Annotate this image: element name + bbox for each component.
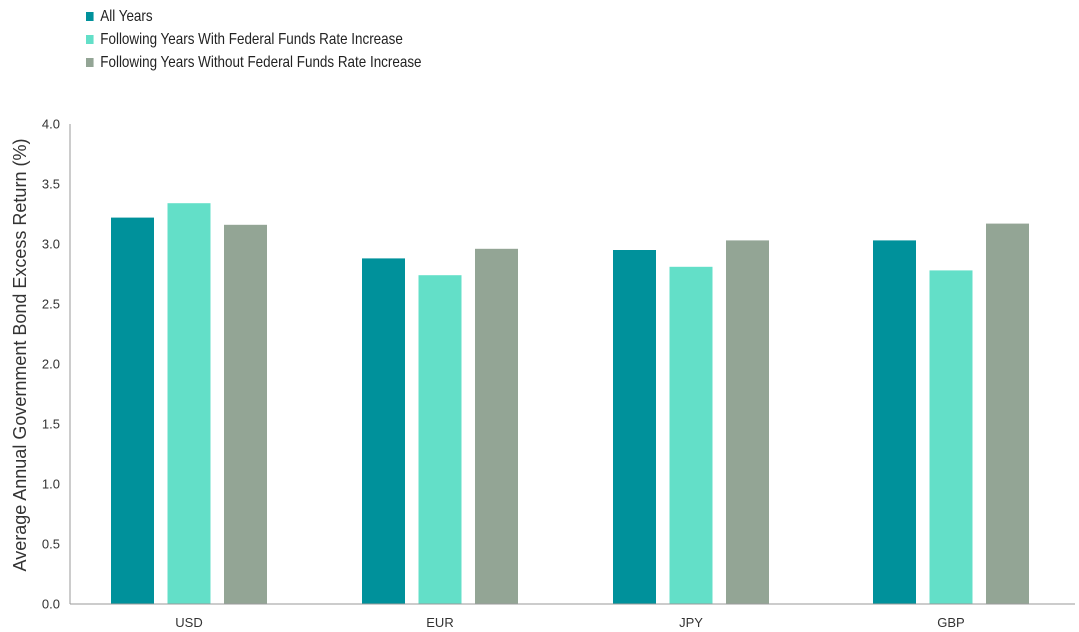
legend-item-all-years: All Years bbox=[86, 5, 422, 28]
bar-usd-series-3 bbox=[224, 224, 267, 605]
bar-jpy-series-2 bbox=[669, 266, 713, 604]
legend-item-with-increase: Following Years With Federal Funds Rate … bbox=[86, 28, 422, 51]
legend-label-with-increase: Following Years With Federal Funds Rate … bbox=[100, 30, 403, 48]
bar-jpy-series-3 bbox=[726, 240, 769, 604]
legend-swatch-without-increase bbox=[86, 58, 94, 67]
legend-swatch-with-increase bbox=[86, 35, 94, 44]
y-axis-title: Average Annual Government Bond Excess Re… bbox=[10, 139, 30, 572]
bar-gbp-series-3 bbox=[986, 223, 1029, 604]
y-tick-label: 2.0 bbox=[42, 357, 60, 372]
y-tick-label: 3.0 bbox=[42, 237, 60, 252]
x-category-label: JPY bbox=[679, 615, 703, 630]
y-tick-label: 0.0 bbox=[42, 597, 60, 612]
legend-item-without-increase: Following Years Without Federal Funds Ra… bbox=[86, 51, 422, 74]
bar-gbp-series-1 bbox=[873, 240, 916, 604]
legend-label-all-years: All Years bbox=[100, 7, 153, 25]
bars-layer bbox=[111, 203, 1029, 605]
bar-gbp-series-2 bbox=[929, 270, 973, 604]
x-axis-labels: USD EUR JPY GBP bbox=[175, 615, 964, 630]
x-category-label: USD bbox=[175, 615, 202, 630]
x-category-label: EUR bbox=[426, 615, 453, 630]
y-tick-label: 0.5 bbox=[42, 537, 60, 552]
legend-label-without-increase: Following Years Without Federal Funds Ra… bbox=[100, 53, 422, 71]
y-tick-label: 1.0 bbox=[42, 477, 60, 492]
bar-usd-series-1 bbox=[111, 217, 154, 604]
y-tick-label: 1.5 bbox=[42, 417, 60, 432]
y-tick-label: 2.5 bbox=[42, 297, 60, 312]
y-axis-ticks: 0.0 0.5 1.0 1.5 2.0 2.5 3.0 3.5 4.0 bbox=[42, 117, 60, 612]
legend-swatch-all-years bbox=[86, 12, 94, 21]
x-category-label: GBP bbox=[937, 615, 964, 630]
bar-usd-series-2 bbox=[167, 203, 211, 604]
y-tick-label: 3.5 bbox=[42, 177, 60, 192]
bar-eur-series-3 bbox=[475, 248, 518, 605]
bar-eur-series-1 bbox=[362, 258, 405, 604]
y-tick-label: 4.0 bbox=[42, 117, 60, 132]
bar-eur-series-2 bbox=[418, 275, 462, 604]
bar-jpy-series-1 bbox=[613, 250, 656, 604]
chart-legend: All Years Following Years With Federal F… bbox=[86, 5, 485, 74]
